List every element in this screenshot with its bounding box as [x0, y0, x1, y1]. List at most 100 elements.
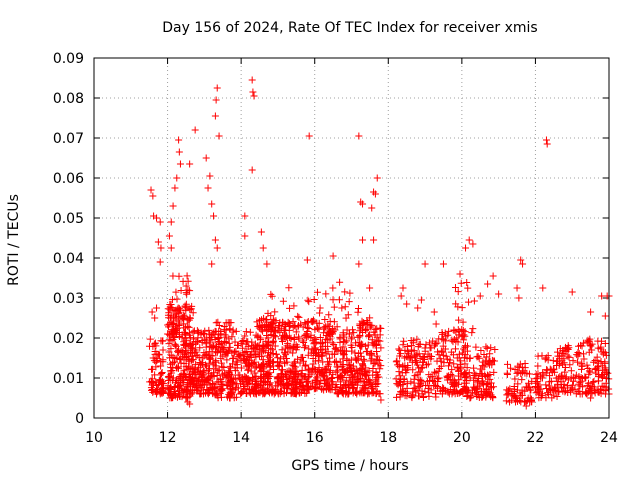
- data-point: [585, 348, 593, 356]
- data-point: [220, 344, 228, 352]
- data-point: [178, 393, 186, 401]
- data-point: [393, 380, 401, 388]
- data-point: [215, 321, 223, 329]
- data-point: [237, 364, 245, 372]
- data-point: [490, 368, 498, 376]
- data-point: [321, 316, 329, 324]
- data-point: [301, 362, 309, 370]
- data-point: [170, 384, 178, 392]
- data-point: [304, 318, 312, 326]
- data-point: [225, 367, 233, 375]
- data-point: [599, 370, 607, 378]
- data-point: [343, 357, 351, 365]
- data-point: [534, 383, 542, 391]
- data-point: [166, 301, 174, 309]
- data-point: [585, 370, 593, 378]
- data-point: [293, 343, 301, 351]
- data-point: [169, 202, 177, 210]
- data-point: [169, 359, 177, 367]
- data-point: [322, 376, 330, 384]
- data-point: [325, 330, 333, 338]
- data-point: [212, 391, 220, 399]
- data-point: [181, 328, 189, 336]
- data-point: [209, 344, 217, 352]
- data-point: [329, 284, 337, 292]
- data-point: [250, 92, 258, 100]
- data-point: [415, 368, 423, 376]
- data-point: [291, 389, 299, 397]
- data-point: [166, 385, 174, 393]
- data-point: [165, 323, 173, 331]
- data-point: [182, 282, 190, 290]
- data-point: [178, 353, 186, 361]
- data-point: [237, 376, 245, 384]
- data-point: [439, 260, 447, 268]
- data-point: [309, 368, 317, 376]
- data-point: [255, 341, 263, 349]
- data-point: [502, 397, 510, 405]
- data-point: [341, 380, 349, 388]
- data-point: [374, 380, 382, 388]
- data-point: [264, 352, 272, 360]
- data-point: [223, 356, 231, 364]
- data-point: [432, 320, 440, 328]
- data-point: [301, 390, 309, 398]
- data-point: [525, 370, 533, 378]
- data-point: [288, 378, 296, 386]
- data-point: [190, 365, 198, 373]
- data-point: [258, 362, 266, 370]
- data-point: [354, 308, 362, 316]
- data-point: [212, 343, 220, 351]
- data-point: [171, 354, 179, 362]
- data-point: [305, 298, 313, 306]
- data-point: [324, 329, 332, 337]
- data-point: [345, 361, 353, 369]
- data-point: [277, 380, 285, 388]
- data-point: [345, 364, 353, 372]
- data-point: [167, 391, 175, 399]
- data-point: [340, 369, 348, 377]
- data-point: [335, 296, 343, 304]
- data-point: [302, 361, 310, 369]
- data-point: [247, 352, 255, 360]
- data-point: [345, 330, 353, 338]
- data-point: [470, 376, 478, 384]
- data-point: [171, 340, 179, 348]
- data-point: [167, 369, 175, 377]
- data-point: [556, 373, 564, 381]
- data-point: [470, 364, 478, 372]
- data-point: [438, 390, 446, 398]
- data-point: [226, 325, 234, 333]
- data-point: [257, 375, 265, 383]
- data-point: [159, 346, 167, 354]
- data-point: [326, 335, 334, 343]
- data-point: [368, 350, 376, 358]
- data-point: [256, 389, 264, 397]
- data-point: [181, 302, 189, 310]
- data-point: [186, 400, 194, 408]
- data-point: [304, 296, 312, 304]
- data-point: [215, 132, 223, 140]
- data-point: [341, 338, 349, 346]
- data-point: [567, 374, 575, 382]
- data-point: [372, 376, 380, 384]
- data-point: [511, 366, 519, 374]
- data-point: [510, 385, 518, 393]
- data-point: [513, 284, 521, 292]
- data-point: [532, 370, 540, 378]
- data-point: [208, 260, 216, 268]
- data-point: [484, 380, 492, 388]
- data-point: [297, 320, 305, 328]
- data-point: [182, 304, 190, 312]
- data-point: [432, 382, 440, 390]
- data-point: [452, 345, 460, 353]
- data-point: [174, 363, 182, 371]
- data-point: [257, 228, 265, 236]
- data-point: [346, 289, 354, 297]
- data-point: [469, 383, 477, 391]
- data-point: [470, 297, 478, 305]
- data-point: [393, 393, 401, 401]
- data-point: [283, 358, 291, 366]
- data-point: [450, 360, 458, 368]
- data-point: [459, 318, 467, 326]
